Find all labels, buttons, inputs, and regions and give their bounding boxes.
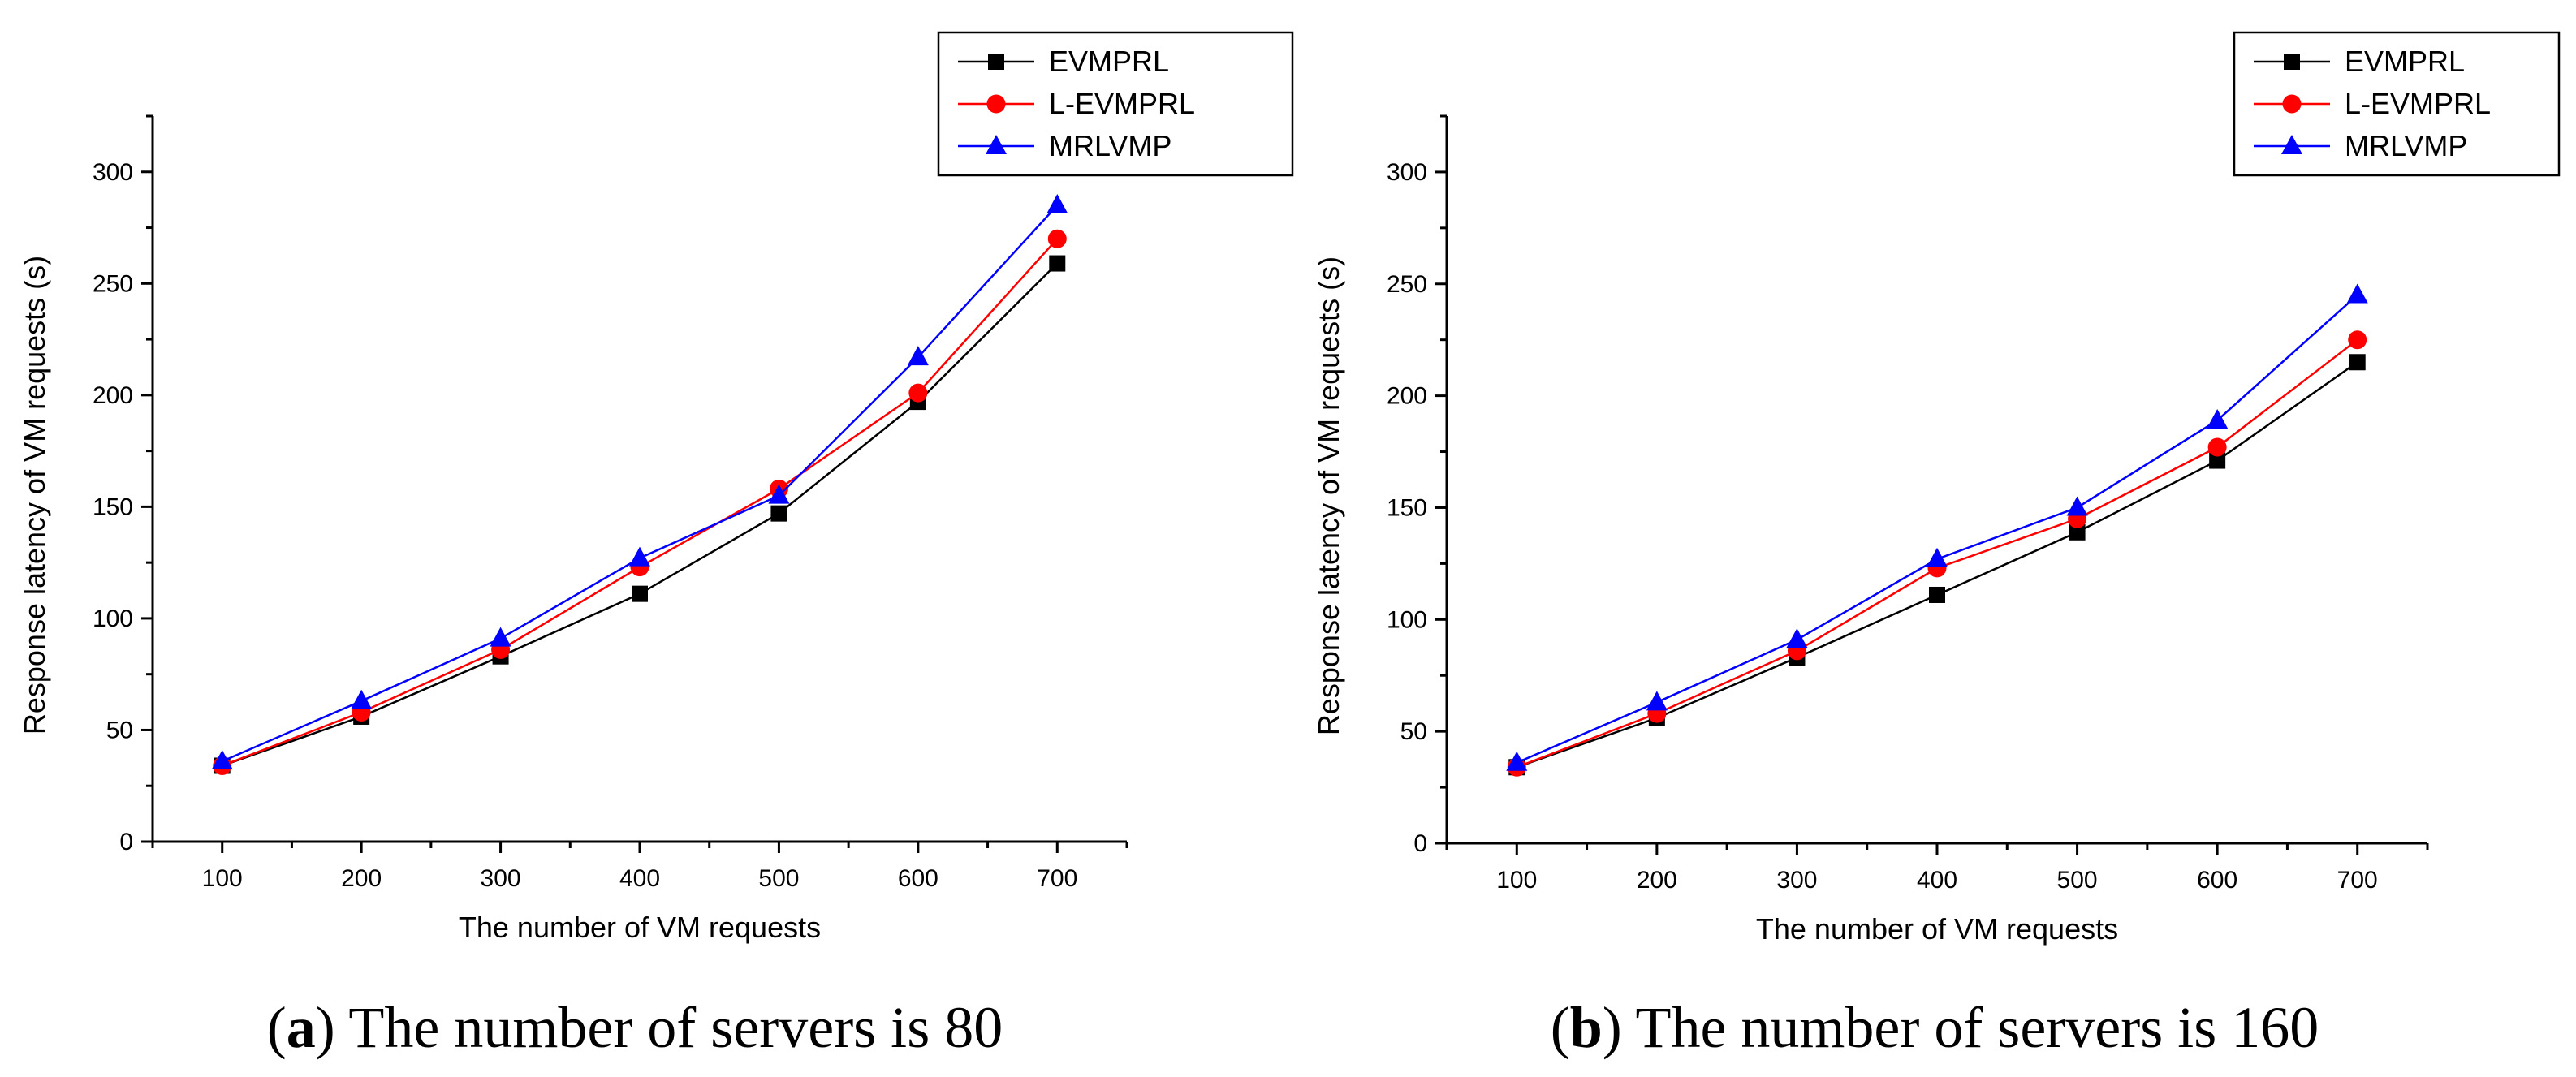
series-line <box>1516 294 2358 764</box>
x-tick-label: 600 <box>2197 867 2237 894</box>
series-line <box>222 238 1059 767</box>
x-tick-label: 300 <box>481 865 521 892</box>
x-tick-label: 600 <box>898 865 938 892</box>
data-point <box>629 546 650 567</box>
data-point <box>988 54 1004 70</box>
data-point <box>1049 255 1066 272</box>
legend-label: EVMPRL <box>1049 45 1169 78</box>
y-tick-label: 300 <box>93 159 133 186</box>
chart-a: 0 50 100 150 200 250 300 100 200 300 400 500 600 700 T… <box>18 31 1294 1060</box>
subfigure-caption: (a) The number of servers is 80 <box>267 995 1003 1060</box>
data-point <box>1506 751 1528 771</box>
legend-label: L-EVMPRL <box>1049 87 1195 120</box>
y-tick-label: 150 <box>93 493 133 520</box>
series-line <box>222 205 1059 763</box>
x-tick-label: 100 <box>1496 867 1537 894</box>
series-l-evmprl <box>213 229 1067 775</box>
y-tick-label: 250 <box>93 270 133 297</box>
series-mrlvmp <box>1506 283 2368 771</box>
y-tick-label: 0 <box>1413 830 1427 857</box>
data-point <box>351 689 373 709</box>
data-point <box>2207 408 2229 429</box>
subfigure-caption: (b) The number of servers is 160 <box>1551 995 2319 1060</box>
data-point <box>2348 330 2367 350</box>
x-axis-title: The number of VM requests <box>1756 912 2118 946</box>
data-point <box>907 346 929 366</box>
x-axis-title: The number of VM requests <box>459 911 821 944</box>
legend-label: EVMPRL <box>2345 45 2465 78</box>
data-point <box>1047 229 1067 248</box>
series-evmprl <box>214 255 1066 774</box>
x-tick-label: 400 <box>1917 867 1957 894</box>
y-tick-label: 0 <box>119 829 133 855</box>
y-tick-label: 100 <box>1387 606 1427 633</box>
x-tick-label: 500 <box>2057 867 2098 894</box>
data-point <box>490 627 511 647</box>
x-tick-label: 700 <box>1037 865 1077 892</box>
data-point <box>986 94 1006 114</box>
data-point <box>1927 547 1948 567</box>
y-axis-title: Response latency of VM requests (s) <box>1312 256 1345 735</box>
data-point <box>2209 452 2226 469</box>
data-point <box>632 585 648 602</box>
data-point <box>1046 194 1068 214</box>
y-tick-label: 200 <box>93 382 133 409</box>
series-mrlvmp <box>211 194 1068 769</box>
data-point <box>1646 691 1668 711</box>
data-point <box>2346 283 2368 304</box>
y-tick-label: 250 <box>1387 271 1427 298</box>
legend-item: L-EVMPRL <box>2254 87 2491 120</box>
x-tick-label: 400 <box>619 865 660 892</box>
legend-label: MRLVMP <box>2345 129 2467 162</box>
x-tick-label: 300 <box>1776 867 1817 894</box>
legend-label: MRLVMP <box>1049 129 1171 162</box>
legend-item: L-EVMPRL <box>958 87 1195 120</box>
y-tick-label: 50 <box>106 717 133 743</box>
data-point <box>2282 94 2302 114</box>
series-line <box>222 262 1059 767</box>
data-point <box>986 135 1007 154</box>
legend: EVMPRL L-EVMPRL MRLVMP <box>937 31 1294 177</box>
data-point <box>2066 496 2088 516</box>
y-tick-label: 100 <box>93 605 133 632</box>
y-tick-label: 200 <box>1387 383 1427 410</box>
data-point <box>2281 135 2302 154</box>
data-point <box>2069 523 2086 541</box>
data-point <box>770 505 787 522</box>
y-tick-label: 150 <box>1387 494 1427 521</box>
y-tick-label: 50 <box>1400 718 1427 745</box>
legend-item: EVMPRL <box>958 45 1169 78</box>
y-tick-label: 300 <box>1387 159 1427 186</box>
x-tick-label: 100 <box>202 865 243 892</box>
data-point <box>768 484 790 504</box>
data-point <box>2207 437 2227 457</box>
legend-label: L-EVMPRL <box>2345 87 2491 120</box>
x-tick-label: 200 <box>1637 867 1677 894</box>
series-l-evmprl <box>1507 330 2367 777</box>
chart-b: 0 50 100 150 200 250 300 100 200 300 400 500 600 700 T… <box>1312 31 2561 1060</box>
data-point <box>2284 54 2300 70</box>
legend-item: MRLVMP <box>958 129 1171 162</box>
legend-item: MRLVMP <box>2254 129 2467 162</box>
data-point <box>908 383 928 403</box>
y-axis-title: Response latency of VM requests (s) <box>18 256 51 735</box>
data-point <box>1929 586 1945 603</box>
x-tick-label: 700 <box>2337 867 2378 894</box>
x-tick-label: 200 <box>341 865 382 892</box>
x-tick-label: 500 <box>758 865 799 892</box>
legend-item: EVMPRL <box>2254 45 2465 78</box>
legend: EVMPRL L-EVMPRL MRLVMP <box>2233 31 2561 177</box>
data-point <box>2349 354 2366 371</box>
data-point <box>211 749 233 769</box>
data-point <box>1786 628 1808 648</box>
